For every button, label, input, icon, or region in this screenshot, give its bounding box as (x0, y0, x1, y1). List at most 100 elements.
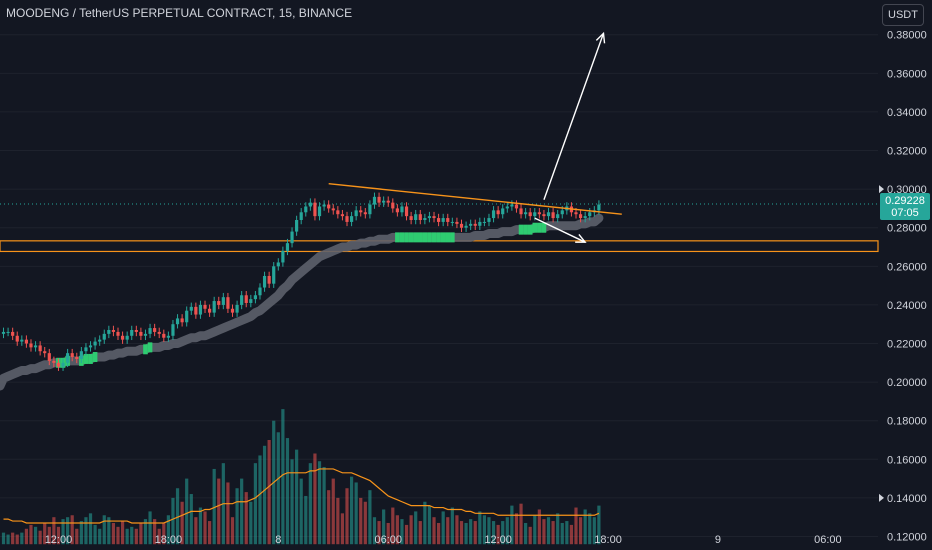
volume-bar (226, 482, 230, 545)
volume-bar (20, 532, 24, 545)
candle-body (336, 210, 340, 215)
volume-bar (588, 513, 592, 545)
volume-bar (203, 511, 207, 545)
volume-bar (363, 501, 367, 545)
candle-body (354, 210, 358, 217)
axis-marker-icon (879, 493, 884, 502)
volume-bar (6, 534, 10, 545)
volume-bar (66, 517, 70, 545)
signal-block (408, 232, 414, 243)
volume-bar (208, 521, 212, 545)
volume-bar (130, 526, 134, 545)
volume-bar (120, 521, 125, 545)
arrow-head-icon (575, 233, 587, 243)
y-tick-label: 0.18000 (887, 416, 927, 428)
candle-body (258, 287, 262, 296)
volume-bar (533, 515, 537, 545)
volume-bar (524, 522, 528, 545)
candle-body (262, 275, 267, 288)
candle-body (349, 216, 354, 222)
candle-body (295, 220, 299, 232)
annotations (328, 31, 622, 243)
volume-bar (107, 517, 111, 545)
candle-body (125, 335, 129, 340)
volume-bar (88, 513, 93, 545)
candle-body (450, 221, 454, 223)
candle-body (432, 216, 436, 219)
volume-bar (340, 513, 345, 545)
candle-body (546, 212, 551, 217)
candle-body (1, 331, 6, 334)
signal-block (523, 224, 528, 235)
y-axis: 0.380000.360000.340000.320000.300000.280… (879, 30, 927, 543)
volume-bar (473, 521, 477, 545)
volume-bar (546, 517, 551, 545)
volume-bar (322, 467, 326, 545)
candlesticks (1, 192, 601, 371)
candle-body (139, 331, 143, 336)
candle-body (418, 214, 422, 220)
candle-body (597, 204, 601, 211)
signal-block (527, 224, 533, 235)
volume-bar (372, 517, 377, 545)
candle-body (249, 299, 253, 303)
volume-bar (464, 522, 468, 545)
volume-bar (262, 445, 267, 545)
candle-body (194, 306, 198, 315)
volume-bar (491, 521, 496, 545)
candle-body (519, 208, 523, 215)
volume-bar (24, 528, 28, 545)
volume-bar (185, 478, 189, 545)
candle-body (583, 216, 587, 219)
last-price-countdown: 07:05 (891, 207, 919, 219)
volume-bar (414, 511, 418, 545)
candle-body (556, 214, 560, 219)
candle-body (391, 202, 395, 209)
volume-bar (11, 532, 15, 545)
volume-bar (423, 501, 427, 545)
volume-bar (43, 522, 47, 545)
y-tick-label: 0.28000 (887, 223, 927, 235)
candle-body (175, 318, 180, 325)
candle-body (143, 333, 148, 336)
volume-bar (459, 521, 464, 545)
x-tick-label: 12:00 (45, 534, 73, 546)
candle-body (551, 212, 555, 219)
volume-bar (125, 528, 129, 545)
volume-bar (276, 432, 280, 545)
currency-button[interactable]: USDT (882, 4, 924, 26)
volume-bar (139, 522, 143, 545)
signal-block (413, 232, 418, 243)
candle-body (102, 333, 106, 340)
axis-marker-icon (879, 185, 884, 194)
volume-bar (597, 505, 601, 545)
volume-ma-line (3, 468, 600, 524)
x-axis: 12:00 18:00 8 06:00 12:00 18:00 9 06:00 (45, 534, 842, 546)
candle-body (98, 339, 102, 342)
volume-bar (565, 521, 569, 545)
volume-bar (331, 478, 335, 545)
candle-body (29, 343, 33, 348)
candle-body (166, 335, 170, 338)
signal-block (450, 232, 455, 243)
signal-block (83, 353, 89, 364)
candle-body (368, 204, 372, 215)
x-tick-label: 8 (275, 534, 281, 546)
candle-body (281, 250, 285, 263)
candle-body (524, 212, 528, 215)
candle-body (107, 330, 111, 334)
volume-bar (212, 468, 216, 545)
volume-bar (166, 515, 170, 545)
volume-bar (175, 488, 180, 545)
x-tick-label: 06:00 (374, 534, 402, 546)
volume-bar (258, 455, 262, 545)
candle-body (441, 218, 445, 222)
candle-body (469, 223, 473, 226)
volume-bar (111, 522, 116, 545)
volume-bar (162, 522, 166, 545)
volume-bar (29, 524, 33, 545)
candle-body (455, 221, 459, 224)
signal-block (537, 222, 542, 233)
volume-bar (52, 517, 56, 545)
